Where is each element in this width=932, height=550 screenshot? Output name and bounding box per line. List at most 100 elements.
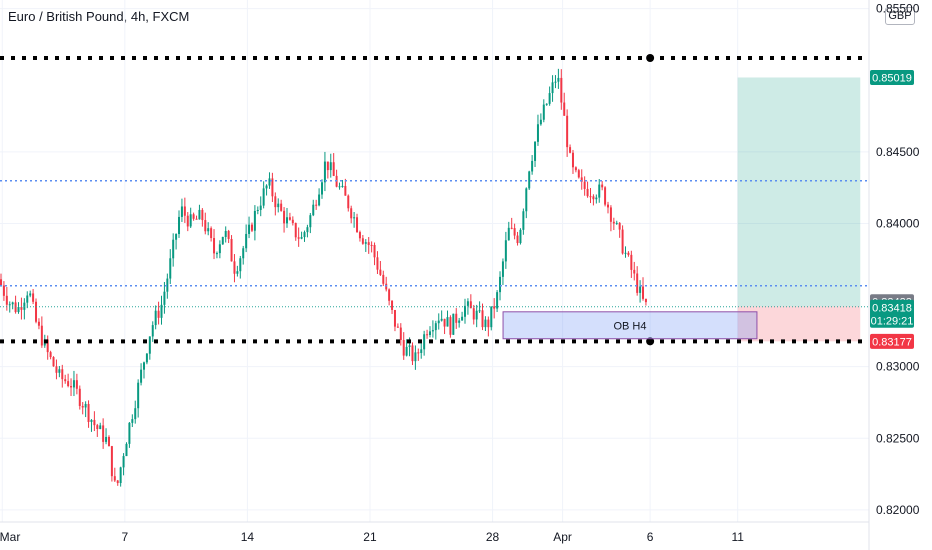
candle-body bbox=[437, 320, 440, 324]
candle-body bbox=[72, 380, 75, 388]
candle-body bbox=[248, 224, 251, 234]
candle-body bbox=[96, 425, 99, 429]
position-zones bbox=[737, 77, 861, 342]
candle-body bbox=[577, 170, 580, 178]
candle-body bbox=[341, 185, 344, 187]
candle-body bbox=[213, 238, 216, 254]
candle-body bbox=[186, 215, 189, 227]
candle-body bbox=[379, 269, 382, 275]
candle-body bbox=[154, 310, 157, 326]
candle-body bbox=[183, 206, 186, 216]
candle-body bbox=[633, 269, 636, 274]
candle-body bbox=[137, 382, 140, 409]
candle-body bbox=[452, 313, 455, 335]
candle-body bbox=[81, 405, 84, 408]
candle-body bbox=[0, 279, 2, 286]
candle-body bbox=[20, 307, 23, 310]
candle-body bbox=[122, 456, 125, 468]
candle-body bbox=[513, 228, 516, 236]
candle-body bbox=[110, 446, 113, 477]
chart-title: Euro / British Pound, 4h, FXCM bbox=[8, 9, 190, 24]
candle-body bbox=[376, 257, 379, 270]
candle-body bbox=[554, 81, 557, 83]
candle-body bbox=[207, 228, 210, 232]
candle-body bbox=[601, 184, 604, 188]
y-tick-label: 0.84000 bbox=[876, 216, 920, 230]
candle-body bbox=[221, 236, 224, 245]
candle-body bbox=[522, 211, 525, 230]
candle-body bbox=[277, 203, 280, 208]
horizontal-levels[interactable] bbox=[0, 54, 869, 346]
candle-body bbox=[501, 261, 504, 277]
candle-body bbox=[75, 380, 78, 389]
candle-body bbox=[204, 220, 207, 232]
candle-body bbox=[356, 217, 359, 233]
candle-body bbox=[624, 252, 627, 254]
candle-body bbox=[542, 104, 545, 120]
candle-body bbox=[563, 102, 566, 116]
y-tick-label: 0.85500 bbox=[876, 2, 920, 16]
order-block[interactable]: OB H4 bbox=[502, 311, 758, 340]
candle-body bbox=[306, 227, 309, 233]
candle-body bbox=[116, 480, 119, 484]
grid-lines bbox=[0, 0, 869, 522]
y-tick-label: 0.82500 bbox=[876, 431, 920, 445]
candle-body bbox=[291, 219, 294, 224]
x-tick-label: 7 bbox=[121, 530, 128, 544]
candle-body bbox=[414, 352, 417, 362]
candle-body bbox=[464, 305, 467, 317]
candle-body bbox=[358, 232, 361, 239]
candle-body bbox=[391, 300, 394, 310]
candle-body bbox=[466, 301, 469, 306]
candle-body bbox=[385, 283, 388, 290]
level-anchor bbox=[646, 54, 655, 63]
price-label-bg bbox=[870, 69, 914, 85]
candle-body bbox=[496, 292, 499, 309]
candlestick-series bbox=[0, 68, 647, 487]
candle-body bbox=[265, 185, 268, 189]
candle-body bbox=[134, 408, 137, 420]
candle-body bbox=[393, 309, 396, 327]
candle-body bbox=[595, 197, 598, 200]
candle-body bbox=[586, 188, 589, 197]
candle-body bbox=[172, 239, 175, 259]
currency-badge[interactable]: GBP bbox=[885, 7, 915, 25]
candle-body bbox=[256, 209, 259, 211]
candle-body bbox=[583, 181, 586, 189]
candle-body bbox=[367, 242, 370, 245]
candle-body bbox=[493, 306, 496, 309]
candle-body bbox=[87, 403, 90, 422]
candle-body bbox=[417, 352, 420, 354]
candle-body bbox=[11, 302, 14, 305]
candle-body bbox=[125, 443, 128, 457]
profit-zone bbox=[737, 77, 861, 307]
candle-body bbox=[338, 186, 341, 188]
candle-body bbox=[604, 187, 607, 205]
price-label-bg bbox=[870, 299, 914, 328]
candle-body bbox=[271, 178, 274, 197]
candle-body bbox=[361, 238, 364, 244]
candle-body bbox=[329, 162, 332, 171]
candle-body bbox=[353, 217, 356, 219]
candle-body bbox=[99, 425, 102, 429]
candle-body bbox=[420, 349, 423, 353]
candle-body bbox=[113, 476, 116, 481]
candle-body bbox=[510, 227, 513, 229]
candle-body bbox=[321, 182, 324, 195]
candle-body bbox=[40, 325, 43, 346]
x-tick-label: 11 bbox=[731, 530, 744, 544]
candle-body bbox=[55, 366, 58, 373]
candle-body bbox=[566, 115, 569, 148]
candle-body bbox=[598, 184, 601, 198]
candle-body bbox=[373, 245, 376, 258]
candle-body bbox=[428, 331, 431, 335]
candle-body bbox=[107, 436, 110, 447]
candle-body bbox=[253, 210, 256, 231]
candle-body bbox=[78, 388, 81, 406]
candle-body bbox=[300, 237, 303, 239]
price-label-text: 0.83177 bbox=[872, 336, 912, 348]
candle-body bbox=[5, 295, 8, 305]
candle-body bbox=[119, 467, 122, 484]
candle-body bbox=[396, 326, 399, 328]
